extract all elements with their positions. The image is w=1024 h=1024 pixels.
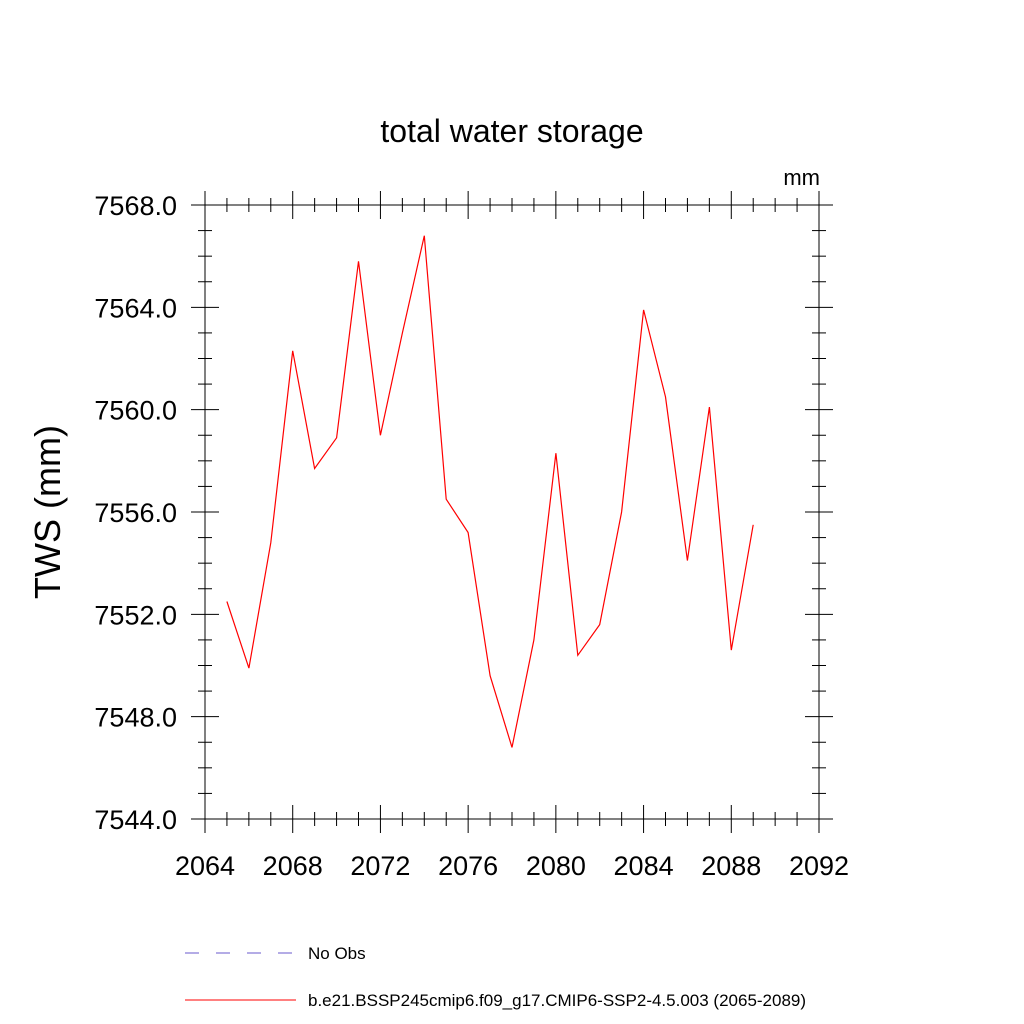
y-tick-label: 7548.0 xyxy=(94,703,177,733)
series-layer xyxy=(226,235,754,748)
y-tick-label: 7564.0 xyxy=(94,293,177,323)
x-tick-label: 2064 xyxy=(175,851,235,881)
x-tick-label: 2068 xyxy=(263,851,323,881)
x-tick-label: 2072 xyxy=(350,851,410,881)
units-label: mm xyxy=(783,165,820,190)
y-tick-label: 7568.0 xyxy=(94,191,177,221)
x-tick-label: 2084 xyxy=(614,851,674,881)
chart-title: total water storage xyxy=(380,113,643,149)
y-tick-label: 7556.0 xyxy=(94,498,177,528)
x-tick-label: 2080 xyxy=(526,851,586,881)
y-tick-label: 7552.0 xyxy=(94,600,177,630)
y-tick-label: 7560.0 xyxy=(94,396,177,426)
legend-label-model: b.e21.BSSP245cmip6.f09_g17.CMIP6-SSP2-4.… xyxy=(308,991,806,1010)
x-tick-label: 2092 xyxy=(789,851,849,881)
x-tick-label: 2088 xyxy=(701,851,761,881)
y-axis-label: TWS (mm) xyxy=(27,425,68,599)
legend: No Obs b.e21.BSSP245cmip6.f09_g17.CMIP6-… xyxy=(185,944,806,1010)
series-line xyxy=(226,235,754,748)
axis-ticks: 2064 2068 2072 2076 2080 2084 2088 2092 7544.0 75… xyxy=(94,191,849,881)
x-tick-label: 2076 xyxy=(438,851,498,881)
y-tick-label: 7544.0 xyxy=(94,805,177,835)
legend-label-no-obs: No Obs xyxy=(308,944,366,963)
